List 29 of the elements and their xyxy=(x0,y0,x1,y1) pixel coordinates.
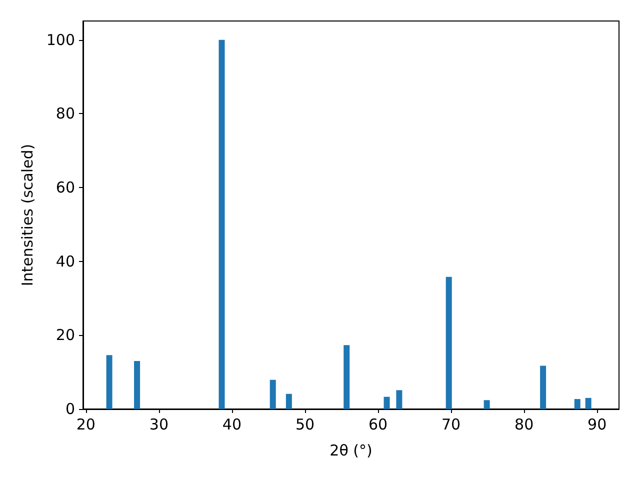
x-tick-label: 90 xyxy=(588,416,607,434)
bar xyxy=(446,276,452,409)
x-tick-label: 80 xyxy=(514,416,534,434)
bar xyxy=(585,398,592,409)
bar xyxy=(484,400,490,409)
bar xyxy=(574,399,580,409)
bar xyxy=(396,390,402,409)
y-tick-label: 20 xyxy=(56,326,75,344)
bar xyxy=(106,355,112,409)
y-tick-label: 80 xyxy=(56,104,75,123)
y-tick-label: 0 xyxy=(65,400,75,418)
x-tick-label: 70 xyxy=(441,416,461,434)
bar xyxy=(344,345,350,409)
x-tick-label: 20 xyxy=(76,416,96,434)
bar xyxy=(270,380,276,409)
x-tick-label: 40 xyxy=(222,416,242,434)
x-axis-title: 2θ (°) xyxy=(330,442,372,460)
y-tick-label: 60 xyxy=(56,178,75,196)
bar xyxy=(384,396,390,409)
bar xyxy=(286,394,292,409)
bar xyxy=(540,366,546,409)
y-tick-label: 100 xyxy=(46,30,75,49)
x-tick-label: 50 xyxy=(295,416,315,434)
y-tick-label: 40 xyxy=(56,252,75,270)
bar xyxy=(218,40,225,409)
bar xyxy=(134,361,140,409)
x-tick-label: 60 xyxy=(368,416,388,434)
x-tick-label: 30 xyxy=(149,416,168,434)
y-axis-title: Intensities (scaled) xyxy=(18,144,36,286)
